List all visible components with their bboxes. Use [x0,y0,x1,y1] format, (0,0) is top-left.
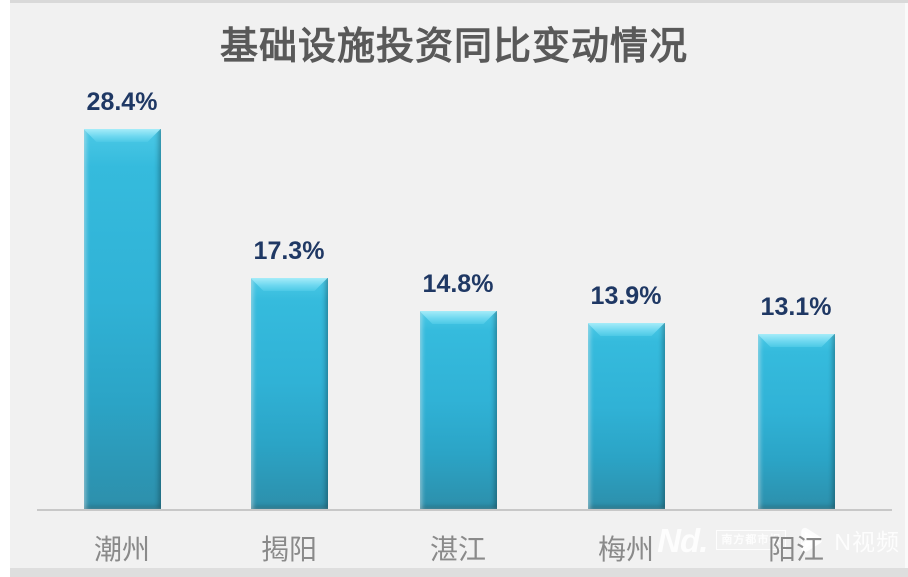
bar-category-label: 揭阳 [260,534,317,565]
nandu-logo: Nd. [657,521,708,559]
watermark: Nd. 南方都市报 N视频 [657,523,900,557]
bar [83,129,161,509]
bar-value-label: 14.8% [422,270,494,298]
play-icon [801,527,823,553]
bar-category-label: 阳江 [767,534,824,565]
bar-category-label: 梅州 [597,534,654,565]
bar [757,334,835,509]
right-border [905,3,908,568]
x-axis-line [37,509,892,511]
video-brand-label: N视频 [834,529,900,555]
top-border [10,0,908,3]
chart-title: 基础设施投资同比变动情况 [219,26,688,68]
bar-value-label: 28.4% [86,88,158,116]
left-border [0,0,10,577]
bar [250,278,328,509]
paper-name-badge: 南方都市报 [716,530,787,550]
bar [419,311,497,509]
bar-category-label: 潮州 [93,534,150,565]
bar-category-label: 湛江 [429,534,486,565]
bar-value-label: 13.9% [590,282,662,310]
bar [587,323,665,509]
bottom-border [10,568,908,577]
bar-value-label: 13.1% [760,293,832,321]
bar-value-label: 17.3% [253,237,325,265]
